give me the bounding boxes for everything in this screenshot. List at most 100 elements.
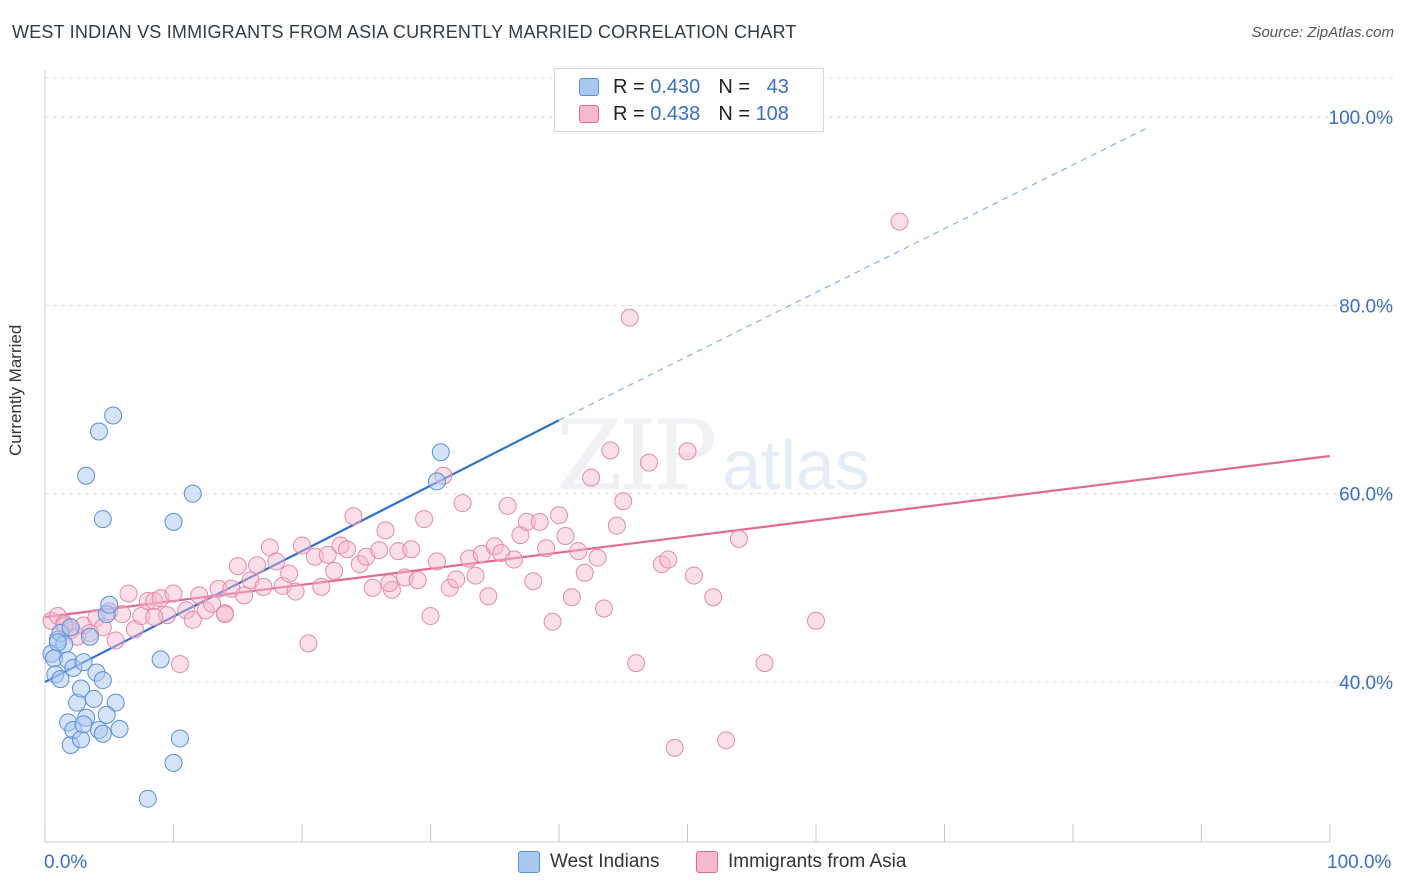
r-label: R = (613, 75, 645, 98)
series-west-indians (42, 406, 450, 808)
data-point-immigrants-from-asia (755, 654, 774, 673)
data-point-immigrants-from-asia (447, 570, 466, 589)
data-point-immigrants-from-asia (678, 442, 697, 461)
data-point-immigrants-from-asia (517, 512, 536, 531)
data-point-immigrants-from-asia (466, 566, 485, 585)
data-point-immigrants-from-asia (132, 607, 151, 626)
data-point-west-indians (110, 720, 129, 739)
data-point-west-indians (71, 679, 90, 698)
data-point-immigrants-from-asia (402, 540, 421, 559)
data-point-immigrants-from-asia (890, 212, 909, 231)
data-point-west-indians (93, 510, 112, 529)
data-point-west-indians (74, 715, 93, 734)
data-point-immigrants-from-asia (453, 494, 472, 513)
data-point-immigrants-from-asia (125, 620, 144, 639)
data-point-west-indians (77, 466, 96, 485)
r-value: 0.430 (650, 75, 701, 98)
data-point-immigrants-from-asia (248, 556, 267, 575)
data-point-immigrants-from-asia (582, 468, 601, 487)
data-point-immigrants-from-asia (639, 453, 658, 472)
data-point-immigrants-from-asia (286, 582, 305, 601)
data-point-immigrants-from-asia (421, 607, 440, 626)
data-point-immigrants-from-asia (363, 578, 382, 597)
axes (44, 70, 1331, 843)
data-point-immigrants-from-asia (183, 610, 202, 629)
data-point-west-indians (104, 406, 123, 425)
blue-swatch (579, 78, 599, 96)
blue-swatch (518, 851, 540, 873)
data-point-immigrants-from-asia (659, 550, 678, 569)
r-label: R = (613, 102, 645, 125)
data-point-immigrants-from-asia (498, 496, 517, 515)
series-immigrants-from-asia (42, 212, 909, 757)
legend-row-immigrants-from-asia: R = 0.438 N = 108 (579, 101, 789, 127)
data-point-immigrants-from-asia (537, 539, 556, 558)
trend-extension-west-indians (558, 125, 1151, 421)
data-point-immigrants-from-asia (293, 536, 311, 555)
data-point-west-indians (97, 705, 116, 724)
legend-item-immigrants-from-asia[interactable]: Immigrants from Asia (696, 851, 906, 873)
data-point-immigrants-from-asia (190, 586, 209, 605)
y-tick-label: 80.0% (1339, 296, 1393, 317)
data-point-immigrants-from-asia (280, 564, 299, 583)
data-point-immigrants-from-asia (203, 594, 222, 613)
data-point-immigrants-from-asia (569, 542, 588, 561)
data-point-west-indians (84, 689, 103, 708)
n-label: N = (718, 75, 750, 98)
data-point-immigrants-from-asia (479, 587, 498, 606)
data-point-immigrants-from-asia (119, 584, 138, 603)
data-point-west-indians (164, 512, 183, 531)
data-point-immigrants-from-asia (380, 574, 399, 593)
y-tick-label: 60.0% (1339, 485, 1393, 506)
data-point-immigrants-from-asia (485, 537, 504, 556)
data-point-immigrants-from-asia (594, 599, 613, 618)
data-point-west-indians (183, 484, 202, 503)
data-point-immigrants-from-asia (543, 612, 562, 631)
data-point-immigrants-from-asia (312, 577, 331, 596)
data-point-west-indians (89, 422, 108, 441)
legend-item-west-indians[interactable]: West Indians (518, 851, 659, 873)
data-point-immigrants-from-asia (607, 516, 626, 535)
data-point-immigrants-from-asia (145, 607, 164, 626)
data-point-west-indians (61, 618, 80, 637)
x-tick-label-min: 0.0% (44, 852, 88, 873)
data-point-immigrants-from-asia (325, 561, 344, 580)
data-point-immigrants-from-asia (550, 506, 568, 525)
watermark-atlas: atlas (722, 426, 870, 504)
data-point-immigrants-from-asia (106, 631, 125, 650)
data-point-immigrants-from-asia (665, 738, 684, 757)
pink-swatch (696, 851, 718, 873)
data-point-west-indians (48, 633, 67, 652)
data-point-west-indians (80, 627, 99, 646)
data-point-west-indians (170, 729, 189, 748)
legend-row-west-indians: R = 0.430 N = 43 (579, 74, 789, 100)
data-point-immigrants-from-asia (511, 526, 530, 545)
data-point-west-indians (100, 595, 119, 614)
n-value: 43 (766, 75, 789, 98)
data-point-immigrants-from-asia (209, 579, 228, 598)
data-point-immigrants-from-asia (684, 566, 703, 585)
data-point-immigrants-from-asia (524, 572, 543, 591)
x-tick-label-max: 100.0% (1327, 852, 1392, 873)
data-point-immigrants-from-asia (415, 510, 434, 529)
data-point-immigrants-from-asia (652, 555, 671, 574)
data-point-immigrants-from-asia (196, 601, 215, 620)
data-point-west-indians (106, 693, 125, 712)
data-point-immigrants-from-asia (299, 634, 318, 653)
data-point-immigrants-from-asia (717, 731, 736, 750)
data-point-immigrants-from-asia (556, 527, 575, 546)
data-point-immigrants-from-asia (807, 611, 825, 630)
data-point-immigrants-from-asia (505, 550, 524, 569)
series-legend: West Indians Immigrants from Asia (0, 851, 1406, 877)
data-point-immigrants-from-asia (170, 655, 189, 674)
trend-lines (44, 125, 1331, 683)
data-point-immigrants-from-asia (254, 577, 273, 596)
data-point-immigrants-from-asia (228, 557, 247, 576)
y-tick-label: 100.0% (1329, 108, 1394, 129)
data-point-immigrants-from-asia (370, 541, 389, 560)
data-point-west-indians (427, 472, 446, 491)
data-point-immigrants-from-asia (215, 605, 234, 624)
data-point-west-indians (93, 671, 112, 690)
data-point-west-indians (71, 730, 90, 749)
